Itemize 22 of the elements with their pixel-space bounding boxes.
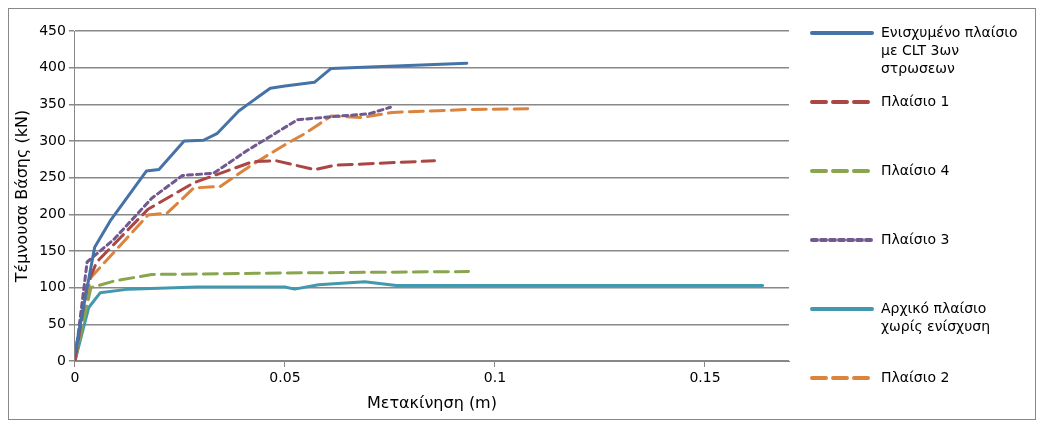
x-tick-label: 0.15: [689, 369, 721, 386]
legend-label: Αρχικό πλαίσιο χωρίς ενίσχυση: [881, 299, 992, 335]
y-tick-label: 100: [39, 278, 66, 295]
y-tick-label: 350: [39, 94, 66, 111]
y-axis-title: Τέμνουσα Βάσης (kN): [11, 109, 31, 284]
y-tick-label: 150: [39, 241, 66, 258]
legend-label: Πλαίσιο 3: [881, 230, 950, 248]
y-tick-label: 0: [57, 351, 66, 368]
legend-label: Ενισχυμένο πλαίσιο με CLT 3ων στρωσεων: [881, 23, 1019, 77]
y-tick-label: 450: [39, 21, 66, 38]
y-tick-label: 400: [39, 58, 66, 75]
legend-label: Πλαίσιο 2: [881, 368, 950, 386]
x-tick-label: 0: [70, 369, 80, 386]
y-tick-label: 250: [39, 168, 66, 185]
y-tick-label: 200: [39, 204, 66, 221]
x-tick-label: 0.05: [269, 369, 301, 386]
legend-label: Πλαίσιο 1: [881, 92, 950, 110]
y-tick-label: 300: [39, 131, 66, 148]
x-tick-label: 0.1: [483, 369, 507, 386]
legend-label: Πλαίσιο 4: [881, 161, 950, 179]
y-tick-label: 50: [48, 314, 66, 331]
x-axis-title: Μετακίνηση (m): [366, 392, 497, 412]
